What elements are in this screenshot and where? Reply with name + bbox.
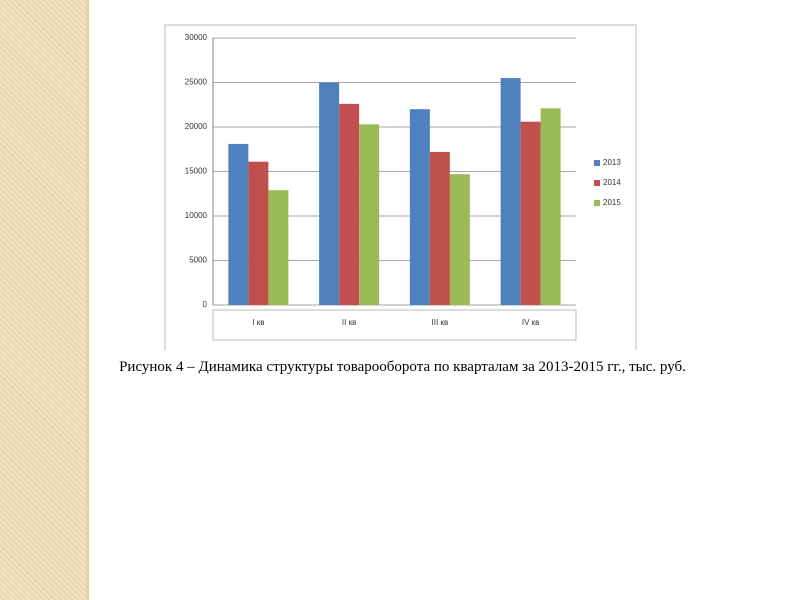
y-tick-label: 0 <box>203 300 208 309</box>
bar <box>248 161 269 305</box>
bar <box>228 143 249 305</box>
x-tick-label: I кв <box>252 318 264 327</box>
legend-swatch <box>594 200 600 206</box>
bar <box>429 151 450 305</box>
bar <box>540 108 561 305</box>
caption: Рисунок 4 – Динамика структуры товарообо… <box>119 359 686 375</box>
bar <box>449 174 470 305</box>
legend-label: 2014 <box>603 178 621 187</box>
bar <box>268 190 289 305</box>
decor-strip <box>0 0 89 600</box>
y-tick-label: 15000 <box>185 167 208 176</box>
category-axis-box <box>212 309 577 341</box>
chart: 0 5000 10000 15000 20000 25000 30000 I кв II кв I… <box>164 24 637 350</box>
bar <box>409 109 430 305</box>
bar <box>339 103 360 305</box>
x-tick-label: II кв <box>342 318 356 327</box>
y-tick-label: 20000 <box>185 122 208 131</box>
y-tick-label: 5000 <box>189 256 207 265</box>
legend-swatch <box>594 160 600 166</box>
legend-label: 2015 <box>603 198 621 207</box>
bar <box>520 121 541 305</box>
x-tick-label: III кв <box>432 318 449 327</box>
bar <box>319 82 340 305</box>
y-tick-label: 25000 <box>185 78 208 87</box>
bar <box>500 78 521 305</box>
bar <box>359 124 380 305</box>
legend-swatch <box>594 180 600 186</box>
y-tick-label: 30000 <box>185 33 208 42</box>
x-tick-label: IV кв <box>522 318 540 327</box>
y-tick-label: 10000 <box>185 211 208 220</box>
legend-label: 2013 <box>603 158 621 167</box>
